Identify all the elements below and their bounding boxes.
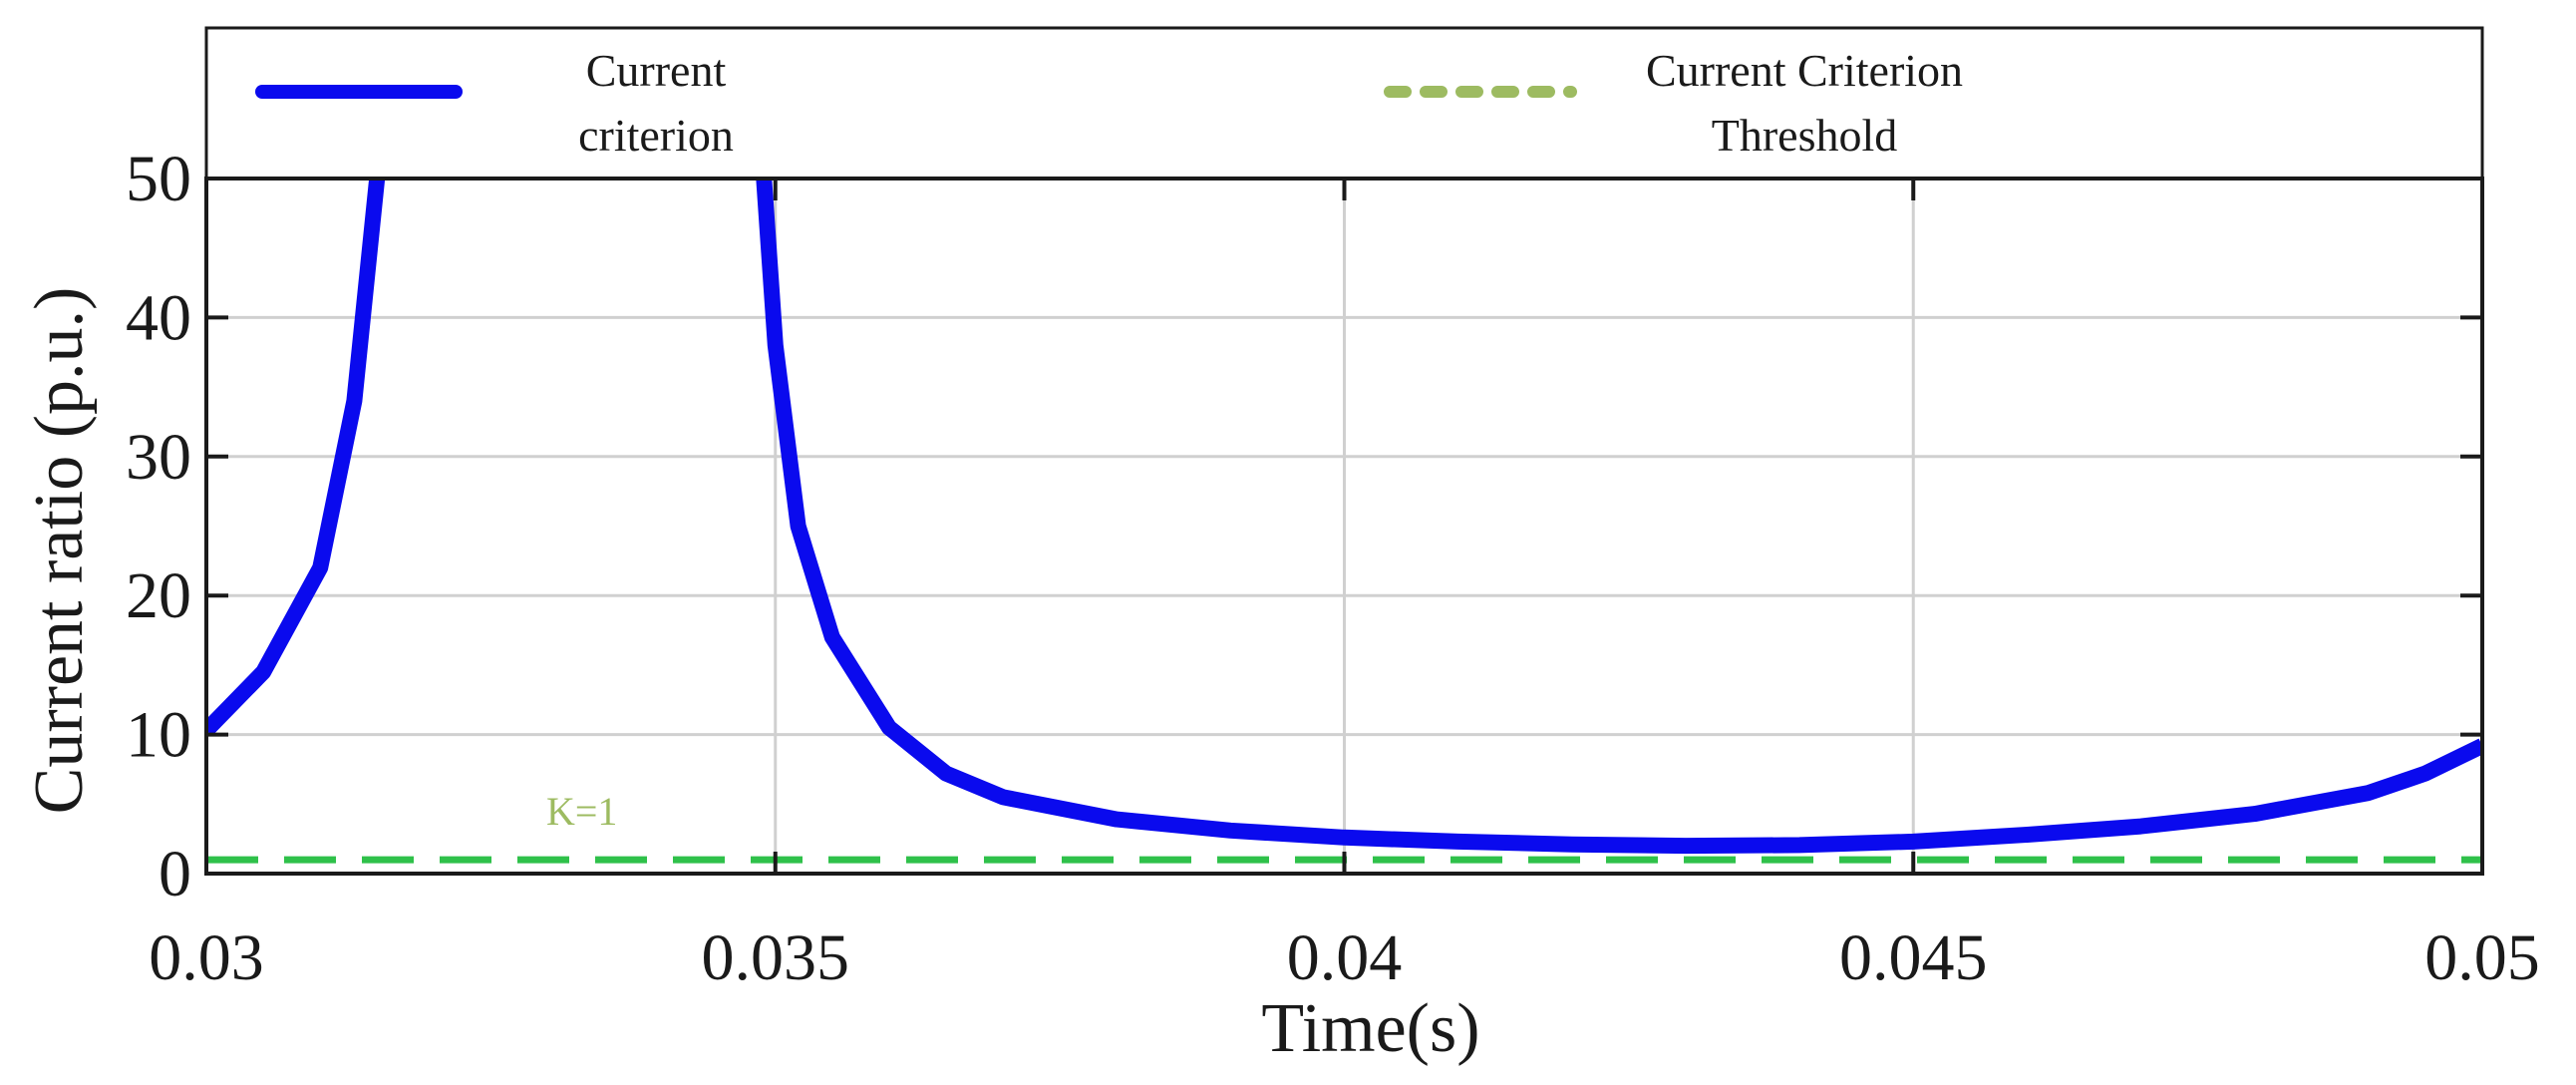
y-tick-label: 10 (126, 699, 191, 772)
y-tick-label: 50 (126, 143, 191, 215)
annotations: K=1 (546, 789, 617, 834)
x-tick-label: 0.045 (1839, 921, 1988, 994)
x-tick-label: 0.03 (149, 921, 264, 994)
y-tick-label: 30 (126, 421, 191, 494)
threshold-annotation: K=1 (546, 789, 617, 834)
x-tick-label: 0.05 (2424, 921, 2540, 994)
x-tick-label: 0.035 (702, 921, 850, 994)
legend-box (206, 28, 2482, 179)
legend-label-current-criterion-line2: criterion (578, 110, 734, 161)
legend: Current criterion Current Criterion Thre… (206, 28, 2482, 179)
y-axis-label: Current ratio (p.u.) (21, 287, 98, 815)
legend-label-threshold-line2: Threshold (1712, 110, 1898, 161)
y-tick-label: 20 (126, 559, 191, 632)
y-tick-label: 40 (126, 281, 191, 354)
legend-label-threshold-line1: Current Criterion (1646, 45, 1963, 96)
x-axis-label: Time(s) (1261, 990, 1479, 1067)
x-tick-label: 0.04 (1287, 921, 1403, 994)
legend-label-current-criterion-line1: Current (586, 45, 727, 96)
y-tick-label: 0 (159, 838, 191, 910)
